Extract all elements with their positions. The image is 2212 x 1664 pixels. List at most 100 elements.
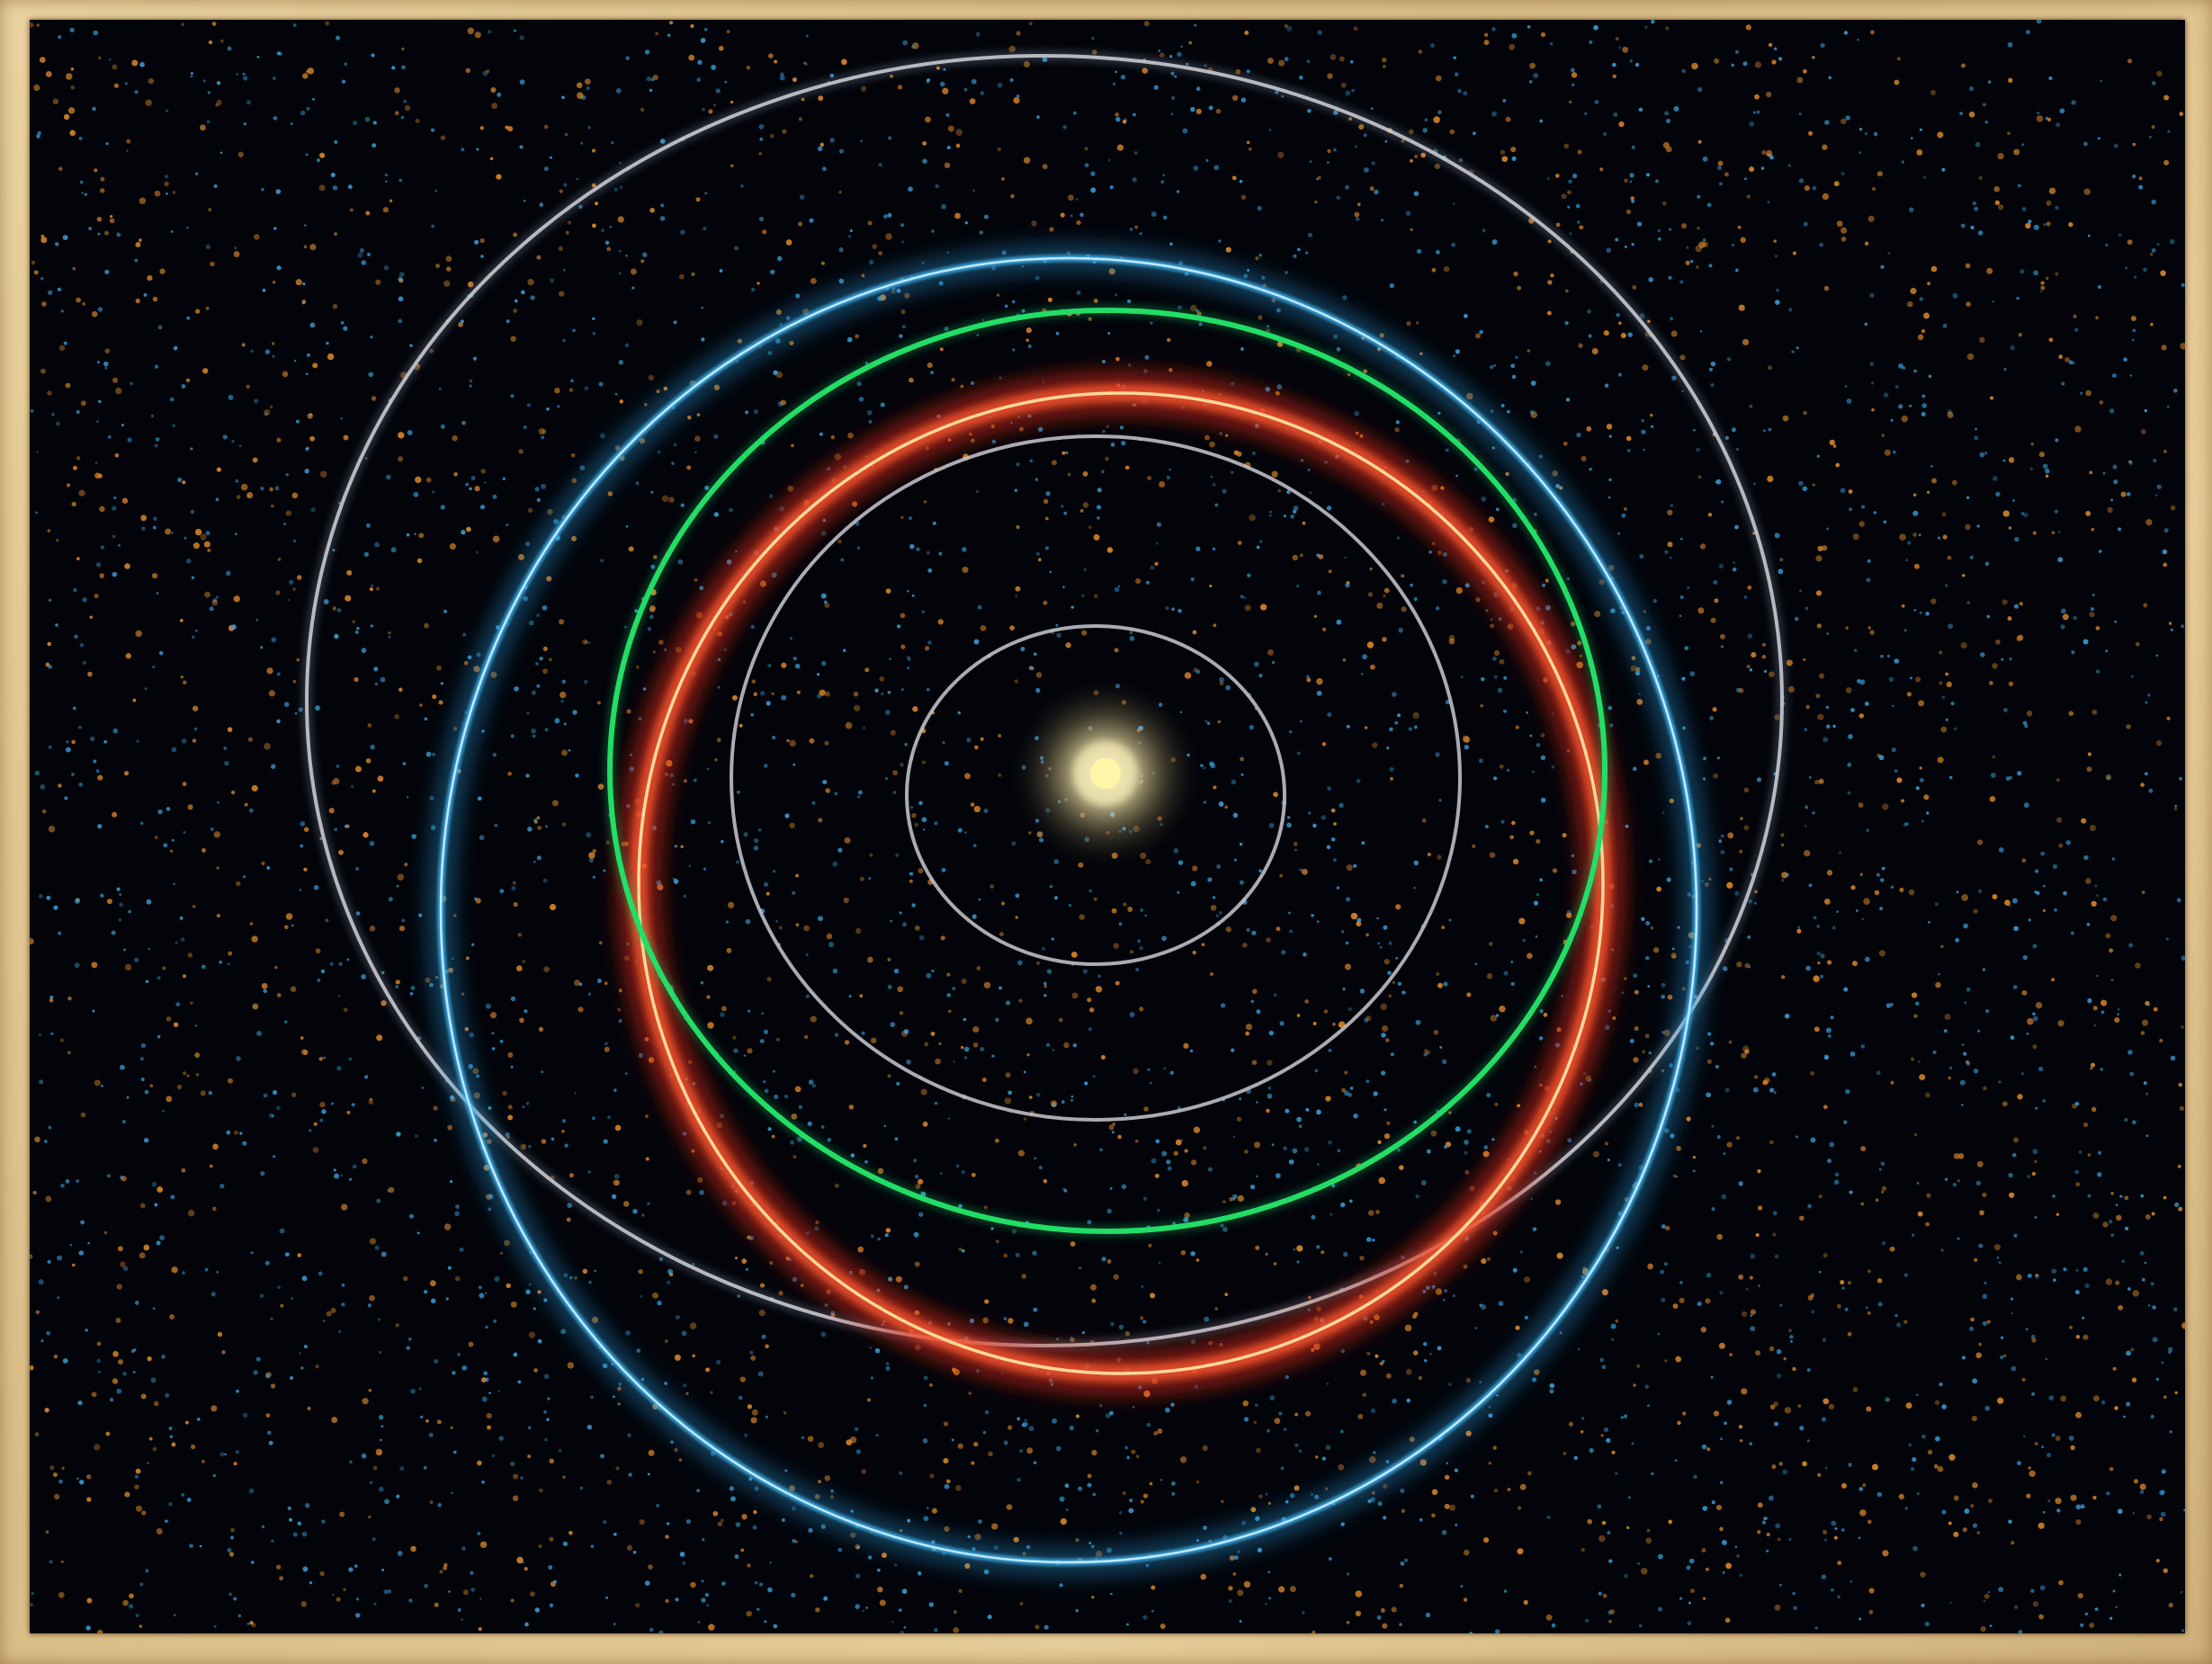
orange-dust-particle — [1021, 1274, 1027, 1279]
blue-dust-particle — [1631, 1442, 1634, 1445]
blue-dust-particle — [761, 1334, 766, 1339]
orange-dust-particle — [139, 1203, 146, 1209]
blue-dust-particle — [847, 235, 852, 238]
blue-dust-particle — [767, 663, 772, 668]
orange-dust-particle — [1413, 1311, 1419, 1317]
orange-dust-particle — [1710, 617, 1716, 623]
blue-dust-particle — [454, 1211, 460, 1217]
blue-dust-particle — [1973, 1068, 1979, 1074]
orange-dust-particle — [1766, 91, 1772, 98]
blue-dust-particle — [1268, 129, 1272, 132]
blue-dust-particle — [1348, 1007, 1352, 1011]
blue-dust-particle — [1798, 112, 1802, 116]
blue-dust-particle — [811, 801, 816, 805]
blue-dust-particle — [1084, 163, 1089, 167]
blue-dust-particle — [677, 559, 684, 565]
orange-dust-particle — [636, 319, 643, 327]
orange-dust-particle — [1713, 773, 1718, 779]
orange-dust-particle — [479, 1541, 488, 1549]
orange-dust-particle — [105, 1431, 111, 1436]
blue-dust-particle — [1713, 580, 1718, 585]
orange-dust-particle — [1966, 353, 1975, 361]
blue-dust-particle — [1394, 720, 1399, 725]
orange-dust-particle — [648, 374, 654, 381]
blue-dust-particle — [2082, 1266, 2088, 1272]
orange-dust-particle — [1975, 1352, 1982, 1359]
blue-dust-particle — [611, 1194, 617, 1200]
orange-dust-particle — [67, 107, 76, 114]
orange-dust-particle — [2048, 337, 2054, 343]
orange-dust-particle — [1312, 1630, 1316, 1633]
blue-dust-particle — [399, 1466, 405, 1472]
blue-dust-particle — [821, 660, 827, 666]
orange-dust-particle — [1385, 1373, 1392, 1379]
blue-dust-particle — [861, 1031, 865, 1035]
blue-dust-particle — [510, 1461, 515, 1467]
orange-dust-particle — [800, 1284, 804, 1288]
orange-dust-particle — [264, 742, 271, 750]
blue-dust-particle — [2162, 549, 2168, 555]
orange-dust-particle — [1499, 658, 1505, 665]
blue-dust-particle — [205, 244, 210, 250]
blue-dust-particle — [1577, 1347, 1581, 1351]
orange-dust-particle — [2163, 1195, 2167, 1200]
orange-dust-particle — [369, 1238, 377, 1245]
orange-dust-particle — [1966, 301, 1971, 307]
orange-dust-particle — [363, 832, 369, 838]
blue-dust-particle — [1134, 151, 1138, 155]
blue-dust-particle — [493, 1319, 497, 1323]
blue-dust-particle — [918, 801, 923, 806]
orange-dust-particle — [1253, 1141, 1261, 1149]
orange-dust-particle — [2110, 1191, 2114, 1195]
blue-dust-particle — [1617, 1163, 1622, 1167]
orange-dust-particle — [2131, 1377, 2137, 1382]
blue-dust-particle — [1398, 628, 1403, 633]
blue-dust-particle — [613, 1623, 616, 1625]
orange-dust-particle — [1860, 1202, 1865, 1206]
orange-dust-particle — [434, 1602, 439, 1607]
blue-dust-particle — [243, 122, 246, 126]
orange-dust-particle — [930, 1031, 936, 1036]
blue-dust-particle — [1133, 112, 1136, 117]
orange-dust-particle — [864, 667, 870, 673]
blue-dust-particle — [175, 941, 178, 944]
orange-dust-particle — [1204, 434, 1211, 441]
blue-dust-particle — [802, 1436, 804, 1439]
orange-dust-particle — [1630, 196, 1634, 201]
orange-dust-particle — [2141, 890, 2145, 894]
blue-dust-particle — [1720, 1437, 1723, 1441]
blue-dust-particle — [1452, 1294, 1455, 1298]
blue-dust-particle — [1606, 247, 1611, 253]
orange-dust-particle — [584, 640, 588, 644]
blue-dust-particle — [2125, 266, 2128, 270]
blue-dust-particle — [1072, 1042, 1078, 1048]
blue-dust-particle — [1522, 938, 1526, 943]
blue-dust-particle — [1278, 1411, 1283, 1416]
blue-dust-particle — [1805, 965, 1811, 971]
blue-dust-particle — [406, 796, 409, 799]
blue-dust-particle — [452, 1371, 456, 1375]
orange-dust-particle — [499, 1251, 504, 1256]
orange-dust-particle — [1804, 849, 1811, 857]
orange-dust-particle — [251, 1623, 256, 1628]
orange-dust-particle — [1578, 343, 1583, 348]
blue-dust-particle — [1904, 1507, 1908, 1510]
orange-dust-particle — [1741, 1311, 1748, 1318]
orange-dust-particle — [86, 1497, 92, 1502]
orange-dust-particle — [2069, 1326, 2073, 1329]
orange-dust-particle — [394, 111, 399, 116]
blue-dust-particle — [406, 1346, 410, 1350]
blue-dust-particle — [1118, 1324, 1124, 1330]
blue-dust-particle — [2151, 80, 2156, 85]
blue-dust-particle — [736, 790, 740, 794]
orange-dust-particle — [1768, 42, 1773, 48]
blue-dust-particle — [1820, 42, 1825, 49]
blue-dust-particle — [116, 232, 121, 237]
blue-dust-particle — [329, 962, 334, 966]
orange-dust-particle — [2115, 1280, 2120, 1285]
blue-dust-particle — [1745, 1287, 1749, 1291]
orange-dust-particle — [1818, 778, 1824, 784]
blue-dust-particle — [2056, 1508, 2061, 1513]
blue-dust-particle — [95, 562, 102, 568]
